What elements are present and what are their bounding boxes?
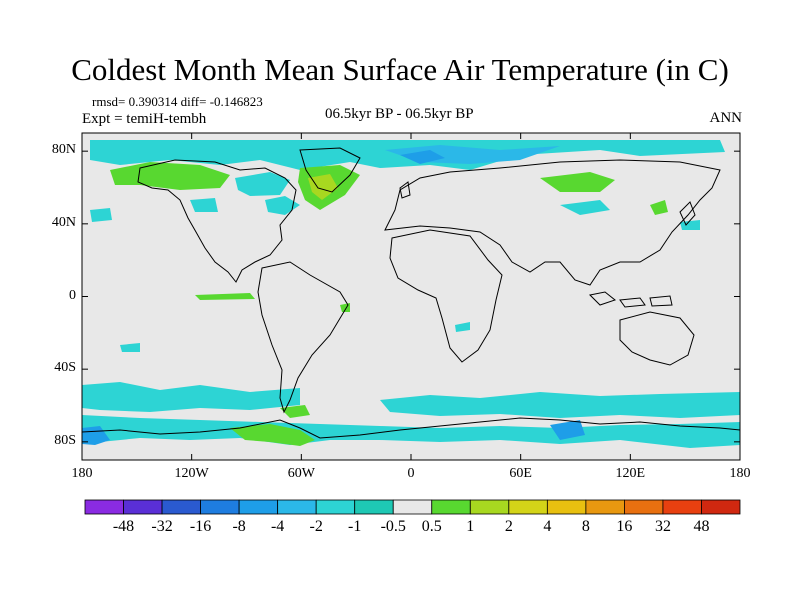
x-tick-label: 60W xyxy=(287,466,315,481)
colorbar-swatch xyxy=(315,499,356,515)
coastline-south-america xyxy=(257,261,349,414)
anomaly-patch xyxy=(280,405,310,418)
colorbar-swatch xyxy=(238,499,279,515)
x-tick-label: 60E xyxy=(509,466,532,481)
anomaly-patch xyxy=(230,424,315,446)
period-label: 06.5kyr BP - 06.5kyr BP xyxy=(325,106,474,122)
y-tick-label: 0 xyxy=(69,287,76,303)
anomaly-patch xyxy=(560,200,610,215)
stats-text: rmsd= 0.390314 diff= -0.146823 xyxy=(92,94,263,109)
colorbar-swatch xyxy=(161,499,201,515)
experiment-label: Expt = temiH-tembh xyxy=(82,111,207,127)
anomaly-patch xyxy=(650,200,668,215)
y-tick-label: 40S xyxy=(54,360,76,376)
colorbar-label: -32 xyxy=(151,518,173,535)
colorbar-swatch xyxy=(200,499,240,515)
anomaly-patch xyxy=(540,172,615,192)
colorbar-swatch xyxy=(469,499,510,515)
colorbar-label: 16 xyxy=(616,518,633,535)
anomaly-patch xyxy=(400,150,445,164)
anomaly-patch xyxy=(380,392,740,418)
anomaly-patch xyxy=(195,293,255,300)
coastline-eurasia xyxy=(384,159,721,286)
colorbar-swatch xyxy=(546,499,587,515)
colorbar-swatch xyxy=(701,499,741,515)
x-tick-label: 0 xyxy=(407,466,415,481)
colorbar-label: 4 xyxy=(543,518,552,535)
colorbar-label: -4 xyxy=(270,518,285,535)
anomaly-patch xyxy=(90,208,112,222)
colorbar-swatch xyxy=(508,499,548,515)
anomaly-patch xyxy=(550,420,585,440)
coastlines xyxy=(81,147,741,439)
colorbar-label: 8 xyxy=(581,518,590,535)
x-tick-label: 180 xyxy=(729,466,751,481)
colorbar-swatch xyxy=(354,499,394,515)
colorbar-label: -16 xyxy=(189,518,212,535)
colorbar-swatch xyxy=(123,499,163,515)
anomaly-field xyxy=(82,140,740,448)
x-tick-label: 180 xyxy=(71,466,93,481)
anomaly-patch xyxy=(455,322,470,332)
colorbar-label: -0.5 xyxy=(380,518,406,535)
coastline-north-america xyxy=(137,159,297,283)
colorbar-label: -1 xyxy=(348,518,362,535)
anomaly-patch xyxy=(120,343,140,352)
anomaly-patch xyxy=(308,174,338,200)
colorbar-label: 1 xyxy=(466,518,475,535)
colorbar-label: -2 xyxy=(309,518,323,535)
anomaly-patch xyxy=(235,172,290,196)
y-tick-label: 80N xyxy=(51,142,76,158)
colorbar-label: 48 xyxy=(693,518,710,535)
colorbar-label: 32 xyxy=(654,518,671,535)
season-label: ANN xyxy=(709,110,743,126)
coastline-antarctica xyxy=(81,417,741,439)
anomaly-patch xyxy=(190,198,218,212)
y-tick-label: 80S xyxy=(54,432,76,448)
axis-ticks xyxy=(81,133,741,460)
colorbar-swatch xyxy=(585,499,625,515)
colorbar-swatch xyxy=(392,499,433,515)
map-title: Coldest Month Mean Surface Air Temperatu… xyxy=(71,52,729,87)
coastline-islands xyxy=(588,291,673,308)
colorbar-swatch xyxy=(624,499,664,515)
colorbar-label: 2 xyxy=(504,518,513,535)
colorbar-label: 0.5 xyxy=(421,518,442,535)
anomaly-patch xyxy=(82,415,740,448)
coastline-africa xyxy=(389,229,503,363)
colorbar-swatch xyxy=(431,499,471,515)
coastline-japan xyxy=(679,201,696,226)
anomaly-patch xyxy=(82,382,300,412)
colorbar-swatch xyxy=(84,499,124,515)
colorbar-label: -48 xyxy=(112,518,135,535)
y-tick-label: 40N xyxy=(51,214,76,230)
colorbar-swatch xyxy=(662,499,702,515)
colorbar-swatch xyxy=(277,499,317,515)
x-tick-label: 120E xyxy=(615,466,646,481)
x-tick-label: 120W xyxy=(174,466,209,481)
coastline-greenland xyxy=(299,147,361,193)
coastline-uk xyxy=(399,181,411,199)
coastline-australia xyxy=(619,311,695,366)
colorbar-label: -8 xyxy=(232,518,246,535)
map-frame xyxy=(81,132,741,461)
colorbar xyxy=(84,499,741,515)
